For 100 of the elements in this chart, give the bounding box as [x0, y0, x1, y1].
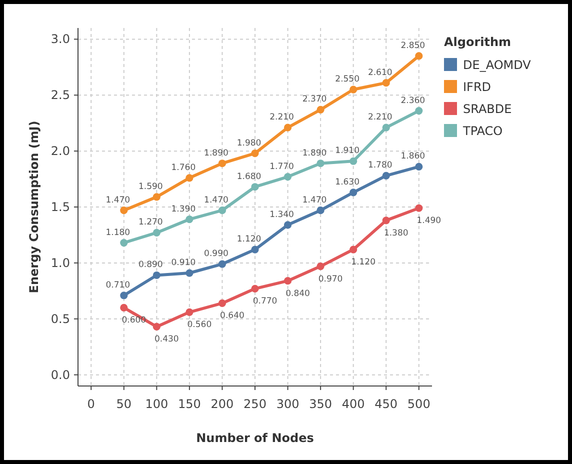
legend-title: Algorithm	[444, 35, 512, 49]
y-tick-label: 1.5	[50, 200, 70, 214]
data-label: 1.490	[416, 216, 442, 226]
x-tick-label: 100	[145, 397, 168, 411]
data-label: 0.600	[122, 316, 146, 326]
data-label: 0.890	[138, 260, 163, 270]
point	[186, 174, 194, 182]
legend-label: IFRD	[463, 80, 492, 94]
point	[350, 246, 358, 254]
data-label: 1.340	[270, 210, 294, 220]
x-tick-label: 500	[407, 397, 430, 411]
data-label: 1.630	[335, 177, 360, 188]
data-label: 1.590	[138, 182, 163, 192]
y-tick-label: 2.0	[50, 144, 70, 158]
x-axis-title: Number of Nodes	[196, 431, 314, 445]
point	[284, 277, 292, 285]
point	[218, 206, 226, 214]
point	[316, 262, 324, 270]
legend-label: DE_AOMDV	[463, 58, 532, 72]
data-label: 1.860	[400, 152, 426, 162]
y-tick-label: 3.0	[50, 32, 70, 46]
data-label: 0.910	[171, 258, 196, 268]
data-label: 1.120	[236, 234, 262, 245]
point	[415, 162, 423, 171]
data-label: 1.890	[302, 148, 327, 158]
data-label: 0.770	[252, 296, 278, 307]
point	[415, 204, 423, 212]
point	[152, 193, 160, 201]
data-label: 1.680	[236, 172, 262, 182]
point	[152, 322, 160, 331]
x-tick-label: 300	[276, 397, 300, 411]
data-label: 1.180	[106, 228, 130, 238]
point	[186, 269, 194, 277]
point	[186, 308, 194, 316]
x-tick-label: 50	[116, 397, 132, 411]
data-label: 2.850	[400, 40, 426, 51]
x-tick-label: 450	[374, 397, 398, 411]
data-label: 1.890	[204, 148, 228, 158]
point	[316, 160, 324, 168]
point	[382, 124, 390, 132]
x-tick-label: 200	[210, 397, 234, 411]
data-label: 1.780	[368, 160, 392, 171]
data-label: 1.760	[171, 162, 196, 173]
point	[350, 157, 358, 165]
point	[350, 86, 358, 94]
data-label: 2.610	[368, 68, 392, 78]
data-label: 1.470	[204, 195, 228, 206]
point	[251, 150, 259, 158]
point	[218, 260, 226, 268]
data-label: 0.560	[187, 320, 212, 330]
data-label: 1.980	[236, 138, 262, 148]
y-tick-label: 0.0	[50, 368, 70, 382]
y-tick-label: 0.5	[50, 312, 70, 326]
point	[120, 239, 128, 247]
point	[186, 216, 194, 224]
point	[152, 271, 160, 280]
data-label: 0.990	[204, 249, 228, 260]
data-label: 1.380	[384, 228, 408, 238]
x-tick-label: 400	[342, 397, 365, 411]
point	[382, 79, 390, 87]
data-label: 2.370	[302, 94, 327, 105]
data-label: 2.210	[270, 112, 294, 123]
point	[415, 106, 423, 115]
point	[251, 284, 259, 292]
y-tick-label: 1.0	[50, 256, 70, 270]
point	[382, 172, 390, 180]
data-label: 0.710	[106, 280, 130, 290]
data-label: 0.970	[318, 274, 343, 284]
point	[284, 124, 292, 132]
data-label: 1.390	[171, 204, 196, 214]
point	[251, 246, 259, 254]
legend-label: SRABDE	[463, 102, 512, 116]
point	[120, 206, 128, 214]
data-label: 1.470	[106, 195, 130, 206]
y-axis-title: Energy Consumption (mJ)	[27, 120, 41, 294]
point	[316, 206, 324, 214]
data-label: 1.270	[138, 218, 163, 228]
data-label: 1.770	[270, 162, 294, 172]
point	[218, 299, 226, 308]
x-tick-label: 350	[309, 397, 332, 411]
data-label: 2.360	[400, 96, 426, 106]
point	[120, 304, 128, 312]
point	[350, 188, 358, 196]
y-tick-label: 2.5	[50, 88, 70, 102]
point	[152, 228, 160, 237]
data-label: 0.430	[154, 334, 179, 345]
point	[120, 292, 128, 300]
point	[284, 172, 292, 181]
legend-label: TPACO	[462, 124, 503, 138]
data-label: 1.910	[335, 146, 360, 156]
data-label: 2.210	[368, 112, 392, 123]
point	[284, 221, 292, 229]
data-label: 2.550	[335, 74, 360, 85]
point	[316, 106, 324, 114]
x-tick-label: 0	[87, 397, 95, 411]
x-tick-label: 150	[178, 397, 201, 411]
point	[251, 183, 259, 191]
data-label: 1.120	[351, 258, 376, 268]
data-label: 0.840	[286, 288, 310, 299]
point	[415, 52, 423, 60]
